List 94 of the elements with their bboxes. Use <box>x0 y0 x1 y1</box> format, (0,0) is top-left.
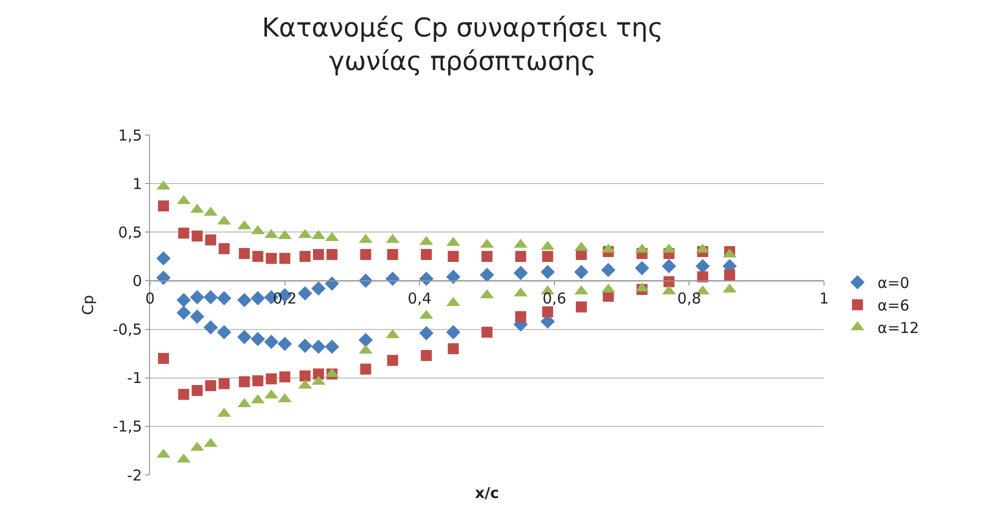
y-tick-label: 0,5 <box>118 223 142 242</box>
point <box>311 281 326 296</box>
point <box>311 340 326 354</box>
point <box>514 266 528 280</box>
point <box>662 258 676 274</box>
point <box>298 286 312 300</box>
point <box>300 250 311 262</box>
point <box>515 250 526 262</box>
y-tick-label: -1,5 <box>112 418 142 436</box>
y-tick-label: 0 <box>132 272 142 290</box>
point <box>238 376 250 388</box>
point <box>300 370 311 382</box>
point <box>279 371 290 382</box>
point <box>360 248 372 260</box>
point <box>313 368 324 380</box>
point <box>724 269 736 280</box>
y-tick-label: -1 <box>127 369 142 388</box>
point <box>326 248 338 260</box>
point <box>266 373 277 384</box>
point <box>540 264 555 280</box>
point <box>324 340 340 354</box>
point <box>158 200 169 212</box>
point <box>420 350 432 362</box>
legend-label: α=6 <box>877 296 910 315</box>
point <box>482 250 492 262</box>
point <box>176 306 191 320</box>
point <box>205 234 216 246</box>
x-tick-label: 0,6 <box>542 290 566 308</box>
point <box>448 250 459 262</box>
point <box>696 258 710 274</box>
point <box>250 291 265 306</box>
y-tick-label: 1 <box>132 174 142 193</box>
point <box>190 310 204 324</box>
point <box>158 352 169 364</box>
legend-label: α=12 <box>877 319 920 338</box>
point <box>178 388 190 400</box>
point <box>574 264 589 280</box>
point <box>313 248 324 260</box>
point <box>190 290 204 304</box>
point <box>264 334 278 350</box>
point <box>358 332 373 348</box>
point <box>279 252 290 264</box>
point <box>480 268 494 282</box>
point <box>204 290 218 304</box>
point <box>420 248 432 260</box>
point <box>697 271 708 282</box>
point <box>419 272 434 286</box>
point <box>634 260 650 276</box>
point <box>250 332 265 346</box>
y-tick-label: 1,5 <box>118 126 142 144</box>
point <box>218 243 230 254</box>
point <box>238 248 250 260</box>
point <box>192 384 203 396</box>
point <box>252 250 264 262</box>
point <box>446 325 460 340</box>
point <box>601 262 616 278</box>
point <box>278 336 292 352</box>
point <box>542 250 554 262</box>
point <box>387 354 398 366</box>
point <box>216 291 232 306</box>
x-tick-label: 0 <box>145 290 155 308</box>
point <box>419 326 434 340</box>
x-tick-label: 0,4 <box>408 290 432 308</box>
x-tick-label: 1 <box>819 290 829 308</box>
point <box>204 320 218 334</box>
x-axis-title: x/c <box>475 484 500 502</box>
point <box>482 326 492 338</box>
point <box>266 252 277 264</box>
point <box>192 230 203 242</box>
point <box>385 272 400 286</box>
point <box>446 270 460 284</box>
x-tick-label: 0,8 <box>677 290 702 308</box>
point <box>178 228 190 239</box>
point <box>218 378 230 390</box>
point <box>237 292 252 308</box>
point <box>205 380 216 392</box>
point <box>360 364 372 375</box>
y-tick-label: -2 <box>127 466 142 484</box>
point <box>176 292 191 308</box>
point <box>156 251 171 266</box>
point <box>298 338 312 353</box>
point <box>216 325 232 340</box>
point <box>448 343 459 354</box>
legend-label: α=0 <box>877 274 910 292</box>
point <box>515 311 526 322</box>
point <box>252 375 264 386</box>
chart-title: Κατανομές Cp συναρτήσει της γωνίας πρόσπτωσης <box>262 13 664 78</box>
point <box>237 330 252 344</box>
point <box>542 306 554 318</box>
y-tick-label: -0,5 <box>112 320 142 339</box>
y-axis-title: Cp <box>78 295 97 315</box>
point <box>387 248 398 260</box>
point <box>324 276 340 291</box>
point <box>576 301 587 312</box>
